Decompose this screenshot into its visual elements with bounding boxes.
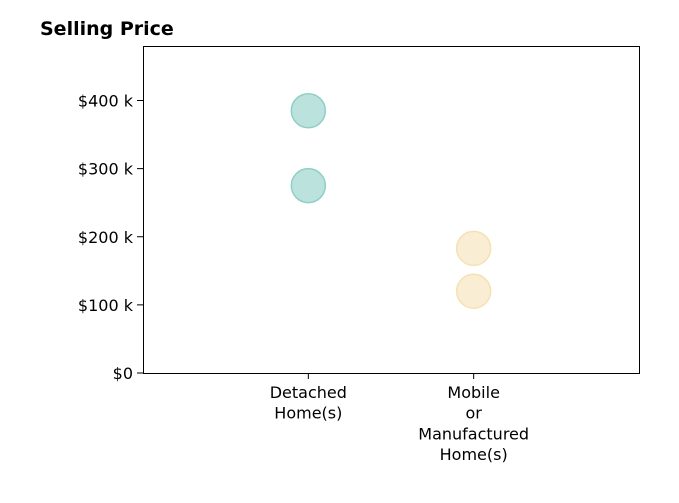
x-tick-label-line: Detached: [270, 383, 347, 402]
x-axis: Detached Home(s) Mobile or Manufactured Home(…: [270, 373, 529, 464]
data-point: [290, 167, 327, 204]
data-point: [290, 92, 327, 129]
data-point: [455, 273, 492, 309]
y-tick-label: $300 k: [78, 160, 134, 179]
y-tick-label: $100 k: [78, 296, 134, 315]
y-axis: $0 $100 k $200 k $300 k $400 k: [78, 92, 143, 383]
y-tick-label: $400 k: [78, 92, 134, 111]
plot-frame: [143, 46, 640, 374]
chart-title: Selling Price: [40, 18, 174, 40]
x-tick-label-line: or: [465, 404, 482, 423]
y-tick-label: $200 k: [78, 228, 134, 247]
chart-marks: [290, 92, 492, 309]
x-tick-label: Detached Home(s): [270, 383, 347, 423]
x-tick-label-line: Mobile: [447, 383, 499, 402]
x-tick-label-line: Manufactured: [418, 424, 529, 443]
x-tick-label-line: Home(s): [440, 445, 508, 464]
x-tick-label: Mobile or Manufactured Home(s): [418, 383, 529, 464]
x-tick-label-line: Home(s): [274, 404, 342, 423]
data-point: [455, 230, 492, 267]
y-tick-label: $0: [113, 364, 133, 383]
